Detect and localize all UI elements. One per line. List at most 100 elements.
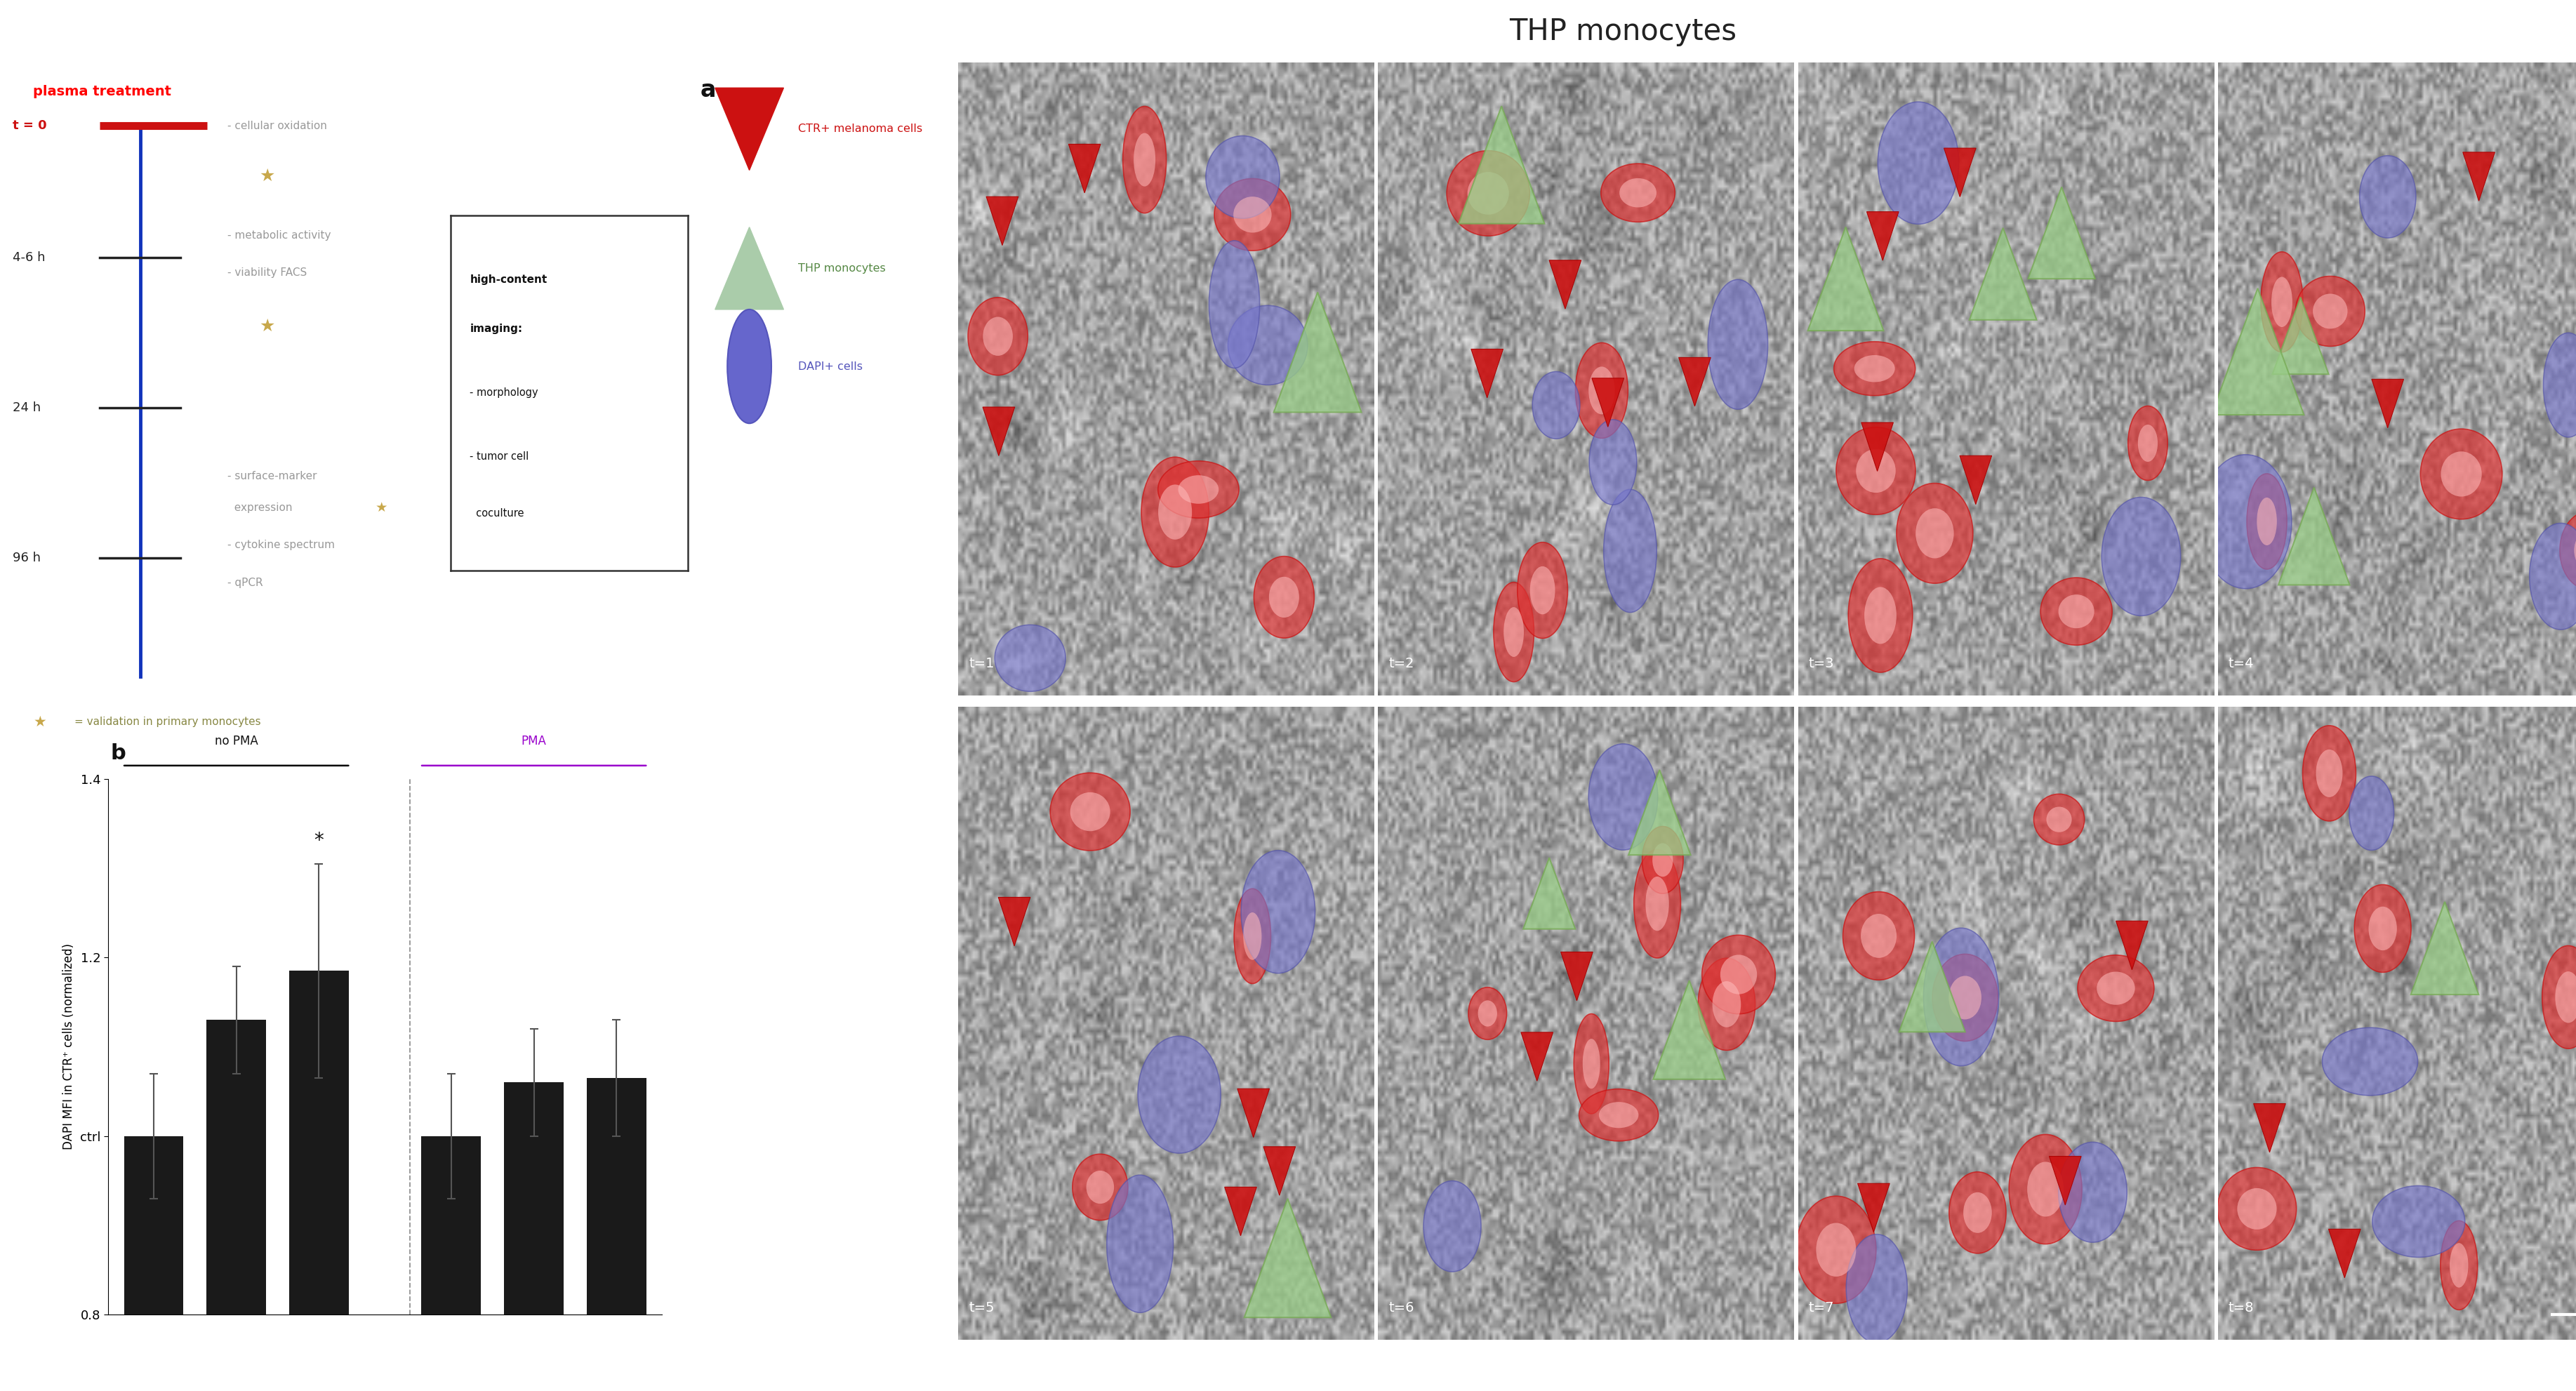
Ellipse shape	[2097, 972, 2136, 1004]
Text: t = 0: t = 0	[13, 120, 46, 132]
Ellipse shape	[1847, 1234, 1906, 1342]
Ellipse shape	[2246, 474, 2287, 569]
Ellipse shape	[2295, 277, 2365, 346]
Polygon shape	[1224, 1187, 1257, 1235]
Text: 4-6 h: 4-6 h	[13, 250, 46, 264]
Bar	[505, 1082, 564, 1391]
Polygon shape	[1458, 106, 1546, 224]
Ellipse shape	[2316, 750, 2342, 797]
Text: 96 h: 96 h	[13, 551, 41, 565]
Polygon shape	[1899, 942, 1965, 1032]
Ellipse shape	[2102, 497, 2182, 616]
Ellipse shape	[1133, 134, 1157, 186]
Ellipse shape	[1589, 744, 1659, 850]
Ellipse shape	[2236, 1188, 2277, 1230]
Ellipse shape	[1270, 577, 1298, 618]
Ellipse shape	[2530, 523, 2576, 630]
Bar	[289, 971, 348, 1391]
Text: THP monocytes: THP monocytes	[799, 263, 886, 274]
Polygon shape	[1236, 1089, 1270, 1138]
Ellipse shape	[1579, 1089, 1659, 1141]
Text: ★: ★	[33, 715, 46, 729]
Ellipse shape	[1605, 490, 1656, 612]
Ellipse shape	[1468, 172, 1510, 214]
Text: t=3: t=3	[1808, 657, 1834, 670]
Ellipse shape	[1924, 928, 1999, 1066]
Polygon shape	[1548, 260, 1582, 309]
Ellipse shape	[1641, 826, 1682, 893]
Ellipse shape	[1633, 850, 1680, 958]
Ellipse shape	[1896, 483, 1973, 583]
Text: t=1: t=1	[969, 657, 994, 670]
Ellipse shape	[1600, 1102, 1638, 1128]
Text: - viability FACS: - viability FACS	[227, 267, 307, 278]
Ellipse shape	[2138, 424, 2159, 462]
Ellipse shape	[1494, 583, 1533, 682]
Text: - metabolic activity: - metabolic activity	[227, 230, 330, 241]
Polygon shape	[2411, 901, 2478, 995]
Text: - qPCR: - qPCR	[227, 577, 263, 588]
Ellipse shape	[1950, 1171, 2007, 1253]
Polygon shape	[1561, 951, 1592, 1000]
Polygon shape	[716, 88, 783, 170]
Ellipse shape	[1072, 1155, 1128, 1220]
Ellipse shape	[2040, 577, 2112, 645]
Ellipse shape	[1698, 958, 1754, 1050]
Ellipse shape	[2027, 1161, 2063, 1217]
Bar	[587, 1078, 647, 1391]
Ellipse shape	[1646, 876, 1669, 931]
Ellipse shape	[2128, 406, 2166, 480]
Text: - cellular oxidation: - cellular oxidation	[227, 121, 327, 131]
Polygon shape	[1945, 147, 1976, 198]
Text: THP monocytes: THP monocytes	[1510, 17, 1736, 46]
Bar	[124, 1136, 183, 1391]
Bar	[206, 1020, 265, 1391]
Ellipse shape	[2262, 252, 2303, 352]
Text: coculture: coculture	[469, 508, 523, 519]
Text: CTR+ melanoma cells: CTR+ melanoma cells	[799, 124, 922, 135]
Ellipse shape	[1504, 606, 1525, 657]
Ellipse shape	[2218, 1167, 2295, 1251]
Bar	[422, 1136, 482, 1391]
Text: expression: expression	[227, 502, 296, 513]
Ellipse shape	[1816, 1223, 1857, 1277]
Ellipse shape	[2354, 885, 2411, 972]
Text: PMA: PMA	[520, 734, 546, 748]
Polygon shape	[999, 897, 1030, 946]
Ellipse shape	[2367, 907, 2396, 950]
Text: - cytokine spectrum: - cytokine spectrum	[227, 540, 335, 551]
Ellipse shape	[2349, 776, 2393, 850]
Ellipse shape	[2045, 807, 2071, 832]
Ellipse shape	[2313, 294, 2347, 328]
Ellipse shape	[1932, 954, 1999, 1040]
Polygon shape	[1069, 145, 1100, 193]
Text: *: *	[314, 830, 325, 850]
Polygon shape	[1862, 423, 1893, 472]
Ellipse shape	[1530, 566, 1556, 615]
Ellipse shape	[1708, 280, 1767, 409]
Polygon shape	[1680, 357, 1710, 406]
Ellipse shape	[2442, 452, 2481, 497]
Ellipse shape	[1963, 1192, 1991, 1232]
Text: - surface-marker: - surface-marker	[227, 472, 317, 481]
Ellipse shape	[2543, 332, 2576, 437]
Ellipse shape	[1234, 196, 1273, 232]
Ellipse shape	[1139, 1036, 1221, 1153]
Ellipse shape	[2372, 1185, 2465, 1257]
Ellipse shape	[984, 317, 1012, 356]
Ellipse shape	[1703, 935, 1775, 1014]
Ellipse shape	[2450, 1244, 2468, 1288]
Polygon shape	[1960, 456, 1991, 505]
Text: no PMA: no PMA	[214, 734, 258, 748]
Polygon shape	[2277, 487, 2349, 586]
Ellipse shape	[1229, 306, 1309, 385]
Ellipse shape	[1517, 542, 1569, 638]
Ellipse shape	[2079, 956, 2154, 1021]
Ellipse shape	[1108, 1175, 1172, 1313]
Polygon shape	[2027, 186, 2094, 278]
Text: = validation in primary monocytes: = validation in primary monocytes	[75, 716, 260, 727]
Polygon shape	[1592, 378, 1623, 427]
Ellipse shape	[2272, 277, 2293, 327]
Text: plasma treatment: plasma treatment	[33, 85, 170, 99]
Polygon shape	[2213, 288, 2303, 415]
